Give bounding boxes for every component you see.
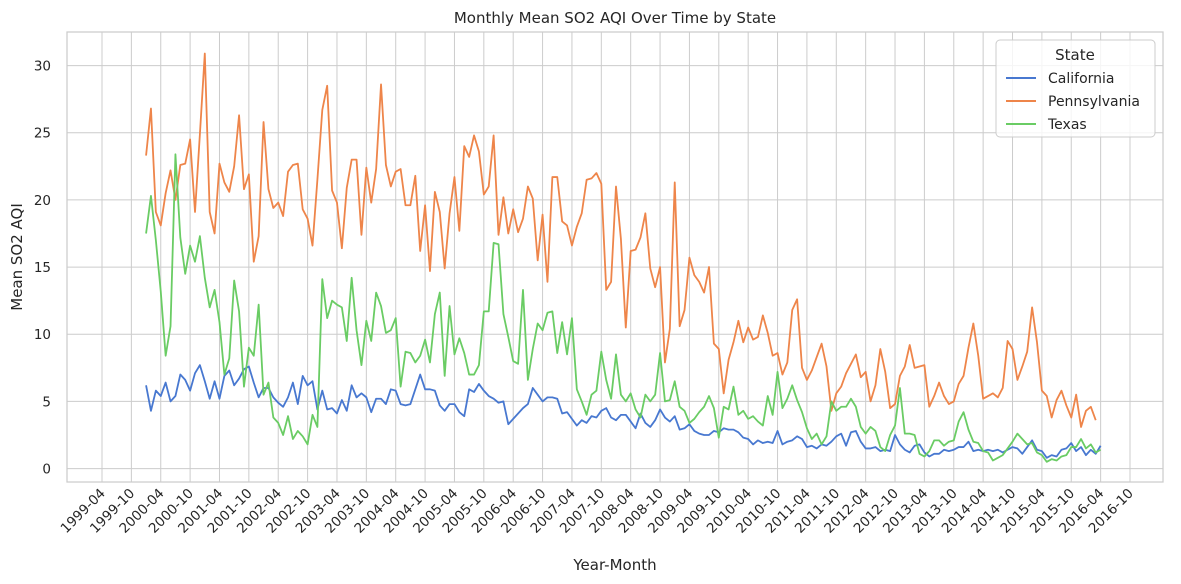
x-axis-title: Year-Month — [572, 556, 656, 574]
y-tick-label: 30 — [34, 59, 51, 75]
y-axis-title: Mean SO2 AQI — [8, 203, 26, 311]
y-tick-label: 10 — [34, 327, 51, 343]
y-tick-label: 20 — [34, 193, 51, 209]
y-tick-label: 25 — [34, 126, 51, 142]
series-line-california — [145, 364, 1102, 459]
series-line-texas — [145, 153, 1102, 463]
legend-items: California Pennsylvania Texas — [1006, 71, 1140, 133]
legend-label-california: California — [1048, 71, 1114, 87]
y-tick-label: 0 — [42, 462, 51, 478]
y-tick-label: 15 — [34, 260, 51, 276]
legend: State California Pennsylvania Texas — [995, 39, 1156, 138]
grid — [67, 32, 1163, 482]
legend-label-pennsylvania: Pennsylvania — [1048, 94, 1140, 110]
legend-title: State — [1055, 46, 1095, 64]
series-group — [145, 52, 1102, 463]
legend-label-texas: Texas — [1047, 117, 1087, 133]
series-line-pennsylvania — [145, 52, 1097, 428]
y-tick-labels: 0 5 10 15 20 25 30 — [34, 59, 51, 478]
chart-title: Monthly Mean SO2 AQI Over Time by State — [454, 9, 776, 27]
plot-frame — [66, 31, 1164, 483]
legend-box — [995, 39, 1156, 138]
y-tick-label: 5 — [42, 394, 51, 410]
